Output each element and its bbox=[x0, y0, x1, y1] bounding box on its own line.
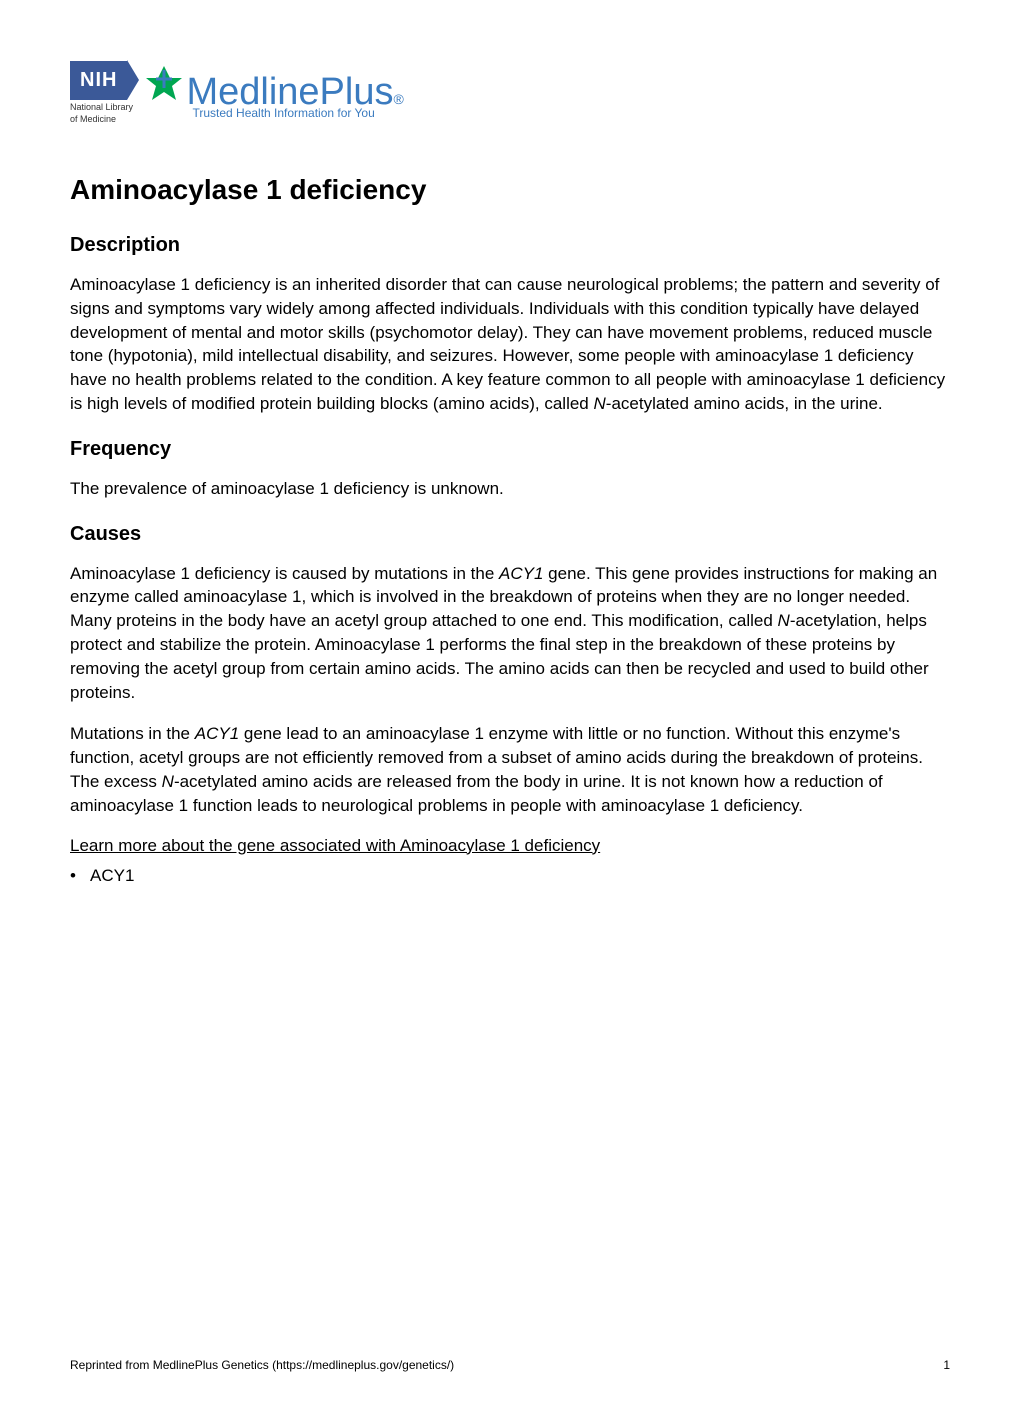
italic-n-3: N bbox=[162, 772, 174, 791]
learn-more-link[interactable]: Learn more about the gene associated wit… bbox=[70, 836, 950, 856]
frequency-heading: Frequency bbox=[70, 438, 950, 461]
frequency-body: The prevalence of aminoacylase 1 deficie… bbox=[70, 477, 950, 501]
plus-icon bbox=[144, 64, 184, 114]
nlm-line1: National Library bbox=[70, 102, 133, 112]
medlineplus-logo: MedlinePlus ® Trusted Health Information… bbox=[144, 64, 403, 120]
gene-item[interactable]: ACY1 bbox=[90, 866, 950, 886]
description-heading: Description bbox=[70, 234, 950, 257]
causes-heading: Causes bbox=[70, 523, 950, 546]
nih-label: NIH bbox=[70, 61, 127, 100]
italic-acy1-2: ACY1 bbox=[195, 724, 239, 743]
nih-chevron-icon bbox=[127, 60, 139, 100]
nih-badge: NIH National Library of Medicine bbox=[70, 60, 139, 124]
page-title: Aminoacylase 1 deficiency bbox=[70, 174, 950, 206]
tagline: Trusted Health Information for You bbox=[192, 106, 374, 120]
description-body: Aminoacylase 1 deficiency is an inherite… bbox=[70, 273, 950, 416]
footer-page-number: 1 bbox=[943, 1358, 950, 1372]
italic-n-2: N bbox=[778, 611, 790, 630]
footer-left: Reprinted from MedlinePlus Genetics (htt… bbox=[70, 1358, 454, 1372]
causes-p2: Mutations in the ACY1 gene lead to an am… bbox=[70, 722, 950, 817]
gene-list: ACY1 bbox=[70, 866, 950, 886]
footer: Reprinted from MedlinePlus Genetics (htt… bbox=[70, 1358, 950, 1372]
italic-n: N bbox=[594, 394, 606, 413]
nih-top: NIH bbox=[70, 60, 139, 100]
nlm-line2: of Medicine bbox=[70, 114, 116, 124]
registered-mark: ® bbox=[393, 91, 403, 107]
italic-acy1-1: ACY1 bbox=[499, 564, 543, 583]
logo-block: NIH National Library of Medicine Medline… bbox=[70, 60, 950, 124]
causes-p1: Aminoacylase 1 deficiency is caused by m… bbox=[70, 562, 950, 705]
